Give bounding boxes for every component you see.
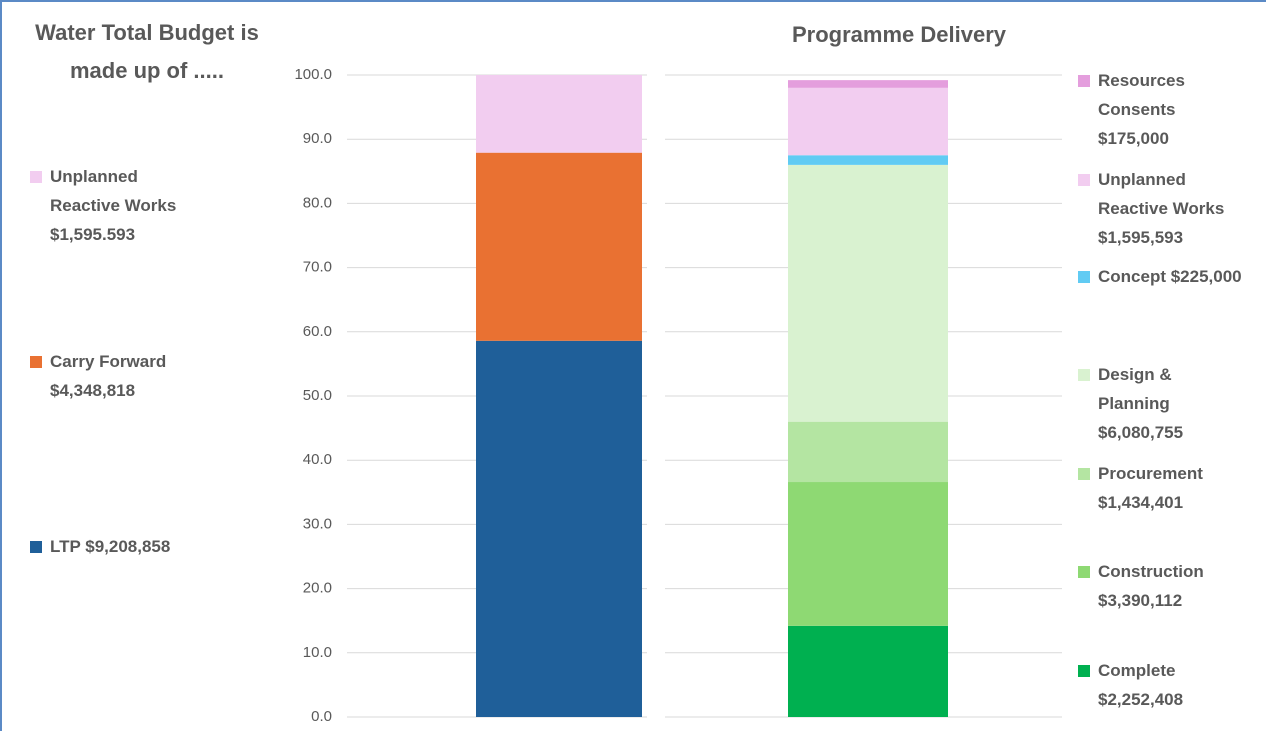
y-tick-label: 80.0 — [303, 194, 332, 211]
legend-label: Design & Planning $6,080,755 — [1098, 365, 1184, 442]
y-tick-label: 60.0 — [303, 323, 332, 340]
bar-segment — [476, 340, 642, 717]
legend-swatch — [1078, 665, 1090, 677]
legend-entry: LTP $9,208,858 — [30, 532, 200, 561]
legend-label: Concept $225,000 — [1098, 267, 1242, 286]
y-tick-label: 30.0 — [303, 515, 332, 532]
legend-entry: Carry Forward $4,348,818 — [30, 347, 200, 405]
legend-entry: Design & Planning $6,080,755 — [1078, 360, 1248, 447]
y-tick-label: 100.0 — [294, 66, 332, 83]
y-tick-label: 50.0 — [303, 387, 332, 404]
bar-segment — [788, 80, 948, 88]
legend-entry: Procurement $1,434,401 — [1078, 459, 1248, 517]
chart-title: Water Total Budget is made up of ..... — [35, 20, 259, 83]
legend-swatch — [1078, 174, 1090, 186]
y-tick-label: 40.0 — [303, 451, 332, 468]
legend-label: Resources Consents $175,000 — [1098, 71, 1185, 148]
legend-swatch — [1078, 75, 1090, 87]
legend-entry: Unplanned Reactive Works $1,595,593 — [1078, 165, 1248, 252]
legend-label: LTP $9,208,858 — [50, 537, 171, 556]
legend-label: Construction $3,390,112 — [1098, 562, 1204, 610]
legend-swatch — [1078, 271, 1090, 283]
bar-segment — [788, 164, 948, 422]
legend-entry: Concept $225,000 — [1078, 262, 1248, 291]
legend-swatch — [1078, 566, 1090, 578]
legend-label: Unplanned Reactive Works $1,595.593 — [50, 167, 177, 244]
legend-swatch — [1078, 369, 1090, 381]
legend-label: Unplanned Reactive Works $1,595,593 — [1098, 170, 1225, 247]
legend-label: Carry Forward $4,348,818 — [50, 352, 167, 400]
bar-segment — [788, 482, 948, 626]
y-tick-label: 10.0 — [303, 644, 332, 661]
legend-swatch — [30, 171, 42, 183]
bar-segment — [788, 87, 948, 156]
legend-entry: Construction $3,390,112 — [1078, 557, 1248, 615]
bar-segment — [788, 421, 948, 483]
y-tick-label: 20.0 — [303, 580, 332, 597]
legend-entry: Resources Consents $175,000 — [1078, 66, 1248, 153]
legend-label: Procurement $1,434,401 — [1098, 464, 1203, 512]
chart-title: Programme Delivery — [792, 22, 1006, 47]
y-tick-label: 90.0 — [303, 130, 332, 147]
legend-swatch — [30, 356, 42, 368]
bar-segment — [788, 155, 948, 165]
bar-segment — [788, 625, 948, 717]
bar-segment — [476, 152, 642, 341]
legend-entry: Unplanned Reactive Works $1,595.593 — [30, 162, 200, 249]
y-tick-label: 0.0 — [311, 708, 332, 725]
bar-segment — [476, 75, 642, 153]
legend-swatch — [30, 541, 42, 553]
y-tick-label: 70.0 — [303, 259, 332, 276]
legend-label: Complete $2,252,408 — [1098, 661, 1184, 709]
legend-swatch — [1078, 468, 1090, 480]
legend-entry: Complete $2,252,408 — [1078, 656, 1248, 714]
